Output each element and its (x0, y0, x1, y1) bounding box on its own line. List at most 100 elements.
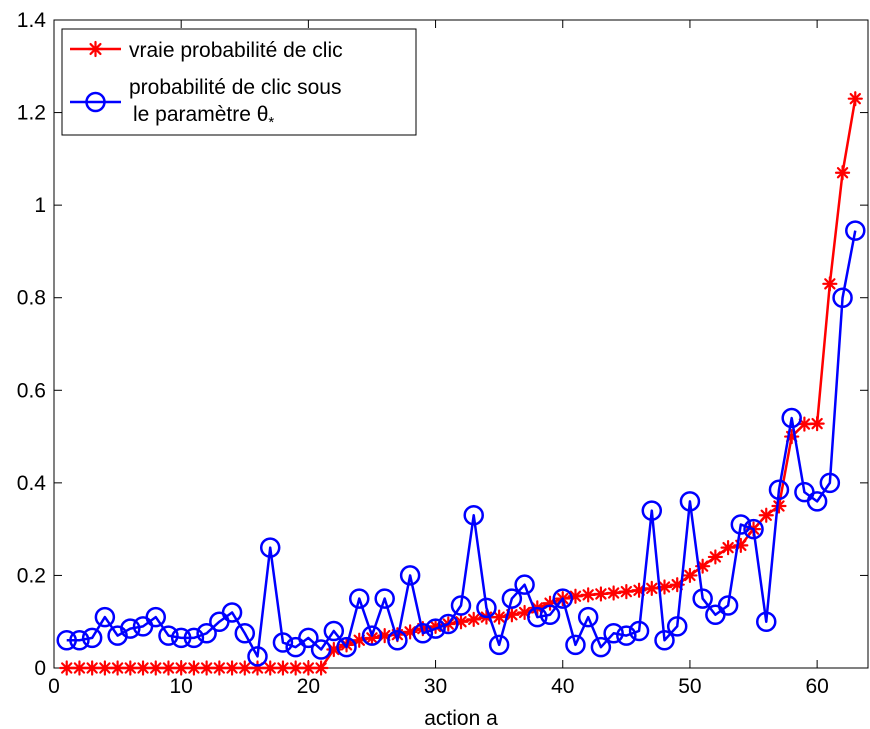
series-0-point (262, 660, 278, 676)
series-1-point (730, 514, 752, 535)
series-0-point (160, 660, 177, 676)
series-1-point (399, 565, 421, 586)
series-0-point-stroke (468, 613, 480, 626)
series-1-point (272, 632, 294, 653)
series-1-point (768, 479, 790, 501)
series-1-point (616, 625, 637, 646)
y-tick-label: 1.2 (17, 102, 46, 125)
series-1 (56, 220, 866, 667)
x-tick-label: 50 (678, 675, 701, 698)
legend-label-param-line1: probabilité de clic sous (129, 76, 341, 99)
legend-label-true: vraie probabilité de clic (129, 39, 343, 62)
series-0-point-stroke (760, 509, 772, 521)
series-0-point (720, 540, 736, 556)
series-0-point (822, 276, 838, 292)
y-tick-label: 0.8 (17, 287, 46, 310)
series-1-point (628, 620, 650, 642)
series-0-point (682, 567, 698, 584)
series-1-point (666, 616, 688, 637)
legend: vraie probabilité de clic probabilité de… (61, 28, 417, 136)
series-1-point (488, 634, 510, 656)
series-0-point (796, 416, 813, 432)
series-0-point (199, 660, 215, 676)
series-0-point (644, 580, 660, 596)
series-1-point (641, 500, 663, 521)
series-1-point (692, 588, 713, 609)
series-1-point (590, 636, 612, 658)
series-1-point (387, 629, 408, 651)
legend-label-param-text: le paramètre θ (133, 103, 268, 126)
legend-marker-circle (85, 91, 106, 113)
series-1-point (717, 595, 739, 616)
series-0-point-stroke (239, 662, 251, 674)
y-tick-label: 0 (34, 657, 46, 680)
legend-asterisk (87, 40, 104, 58)
series-0-point (122, 660, 138, 676)
series-1-point (234, 623, 256, 644)
y-tick-label: 1.4 (17, 9, 47, 32)
y-axis: 0 0.2 0.4 0.6 0.8 1 1.2 1.4 (17, 9, 868, 680)
series-0-point-stroke (226, 662, 238, 674)
series-0-point-stroke (506, 609, 518, 621)
x-axis-title: action a (424, 707, 498, 729)
series-1-point (310, 639, 332, 660)
series-0-point (211, 660, 227, 676)
series-0-point (593, 586, 609, 602)
series-0-point-stroke (73, 662, 86, 674)
series-0-point (59, 660, 75, 676)
series-0-point-stroke (264, 662, 276, 674)
series-0-point (186, 660, 202, 676)
series-1-point (565, 634, 586, 656)
series-0-point (707, 549, 723, 565)
series-1-point (450, 595, 472, 616)
series-0-point-stroke (824, 278, 836, 290)
series-layer (56, 91, 866, 676)
series-1-point (654, 629, 675, 651)
y-tick-label: 0.4 (17, 472, 47, 495)
series-0-point-stroke (366, 632, 378, 644)
series-1-point (349, 588, 370, 609)
series-1-point (145, 606, 166, 628)
series-1-point (514, 574, 535, 595)
series-0-point-stroke (658, 581, 671, 593)
legend-label-param-subscript: * (268, 114, 274, 131)
series-1-point (247, 646, 268, 667)
series-0-point-stroke (302, 662, 315, 674)
series-0-point-stroke (61, 662, 73, 674)
series-0-point (580, 587, 596, 603)
x-tick-label: 10 (170, 675, 193, 698)
x-tick-label: 40 (551, 675, 574, 698)
series-1-point (120, 618, 141, 639)
series-0-point (466, 611, 482, 628)
series-0-point-stroke (175, 662, 187, 674)
series-0-point-stroke (722, 541, 734, 554)
series-0-point-stroke (277, 662, 289, 674)
series-0-point-stroke (124, 662, 137, 674)
series-0-point (84, 660, 100, 676)
series-0-point (71, 660, 88, 676)
series-1-point (781, 407, 802, 429)
series-1-point (577, 606, 599, 628)
series-1-point (425, 618, 446, 639)
series-1-point (501, 588, 523, 609)
series-1-point (743, 518, 764, 540)
series-0-point-stroke (213, 662, 226, 674)
series-0-point-stroke (86, 662, 98, 674)
series-0-point (313, 660, 329, 676)
series-1-point (158, 625, 179, 646)
series-0-point (606, 585, 622, 601)
series-0-point (834, 165, 851, 181)
series-0-point-stroke (137, 662, 149, 674)
series-1-point (476, 597, 497, 619)
series-0-point-stroke (607, 587, 620, 599)
series-1-point (552, 588, 573, 609)
x-tick-label: 0 (48, 675, 60, 698)
series-0-point (109, 660, 126, 676)
series-1-point (539, 604, 561, 626)
series-1-point (845, 220, 866, 241)
series-0-point-stroke (162, 662, 175, 674)
x-tick-label: 20 (297, 675, 320, 698)
series-0-point-stroke (150, 662, 162, 674)
series-1-point (196, 623, 217, 644)
series-0-point-stroke (582, 589, 594, 601)
